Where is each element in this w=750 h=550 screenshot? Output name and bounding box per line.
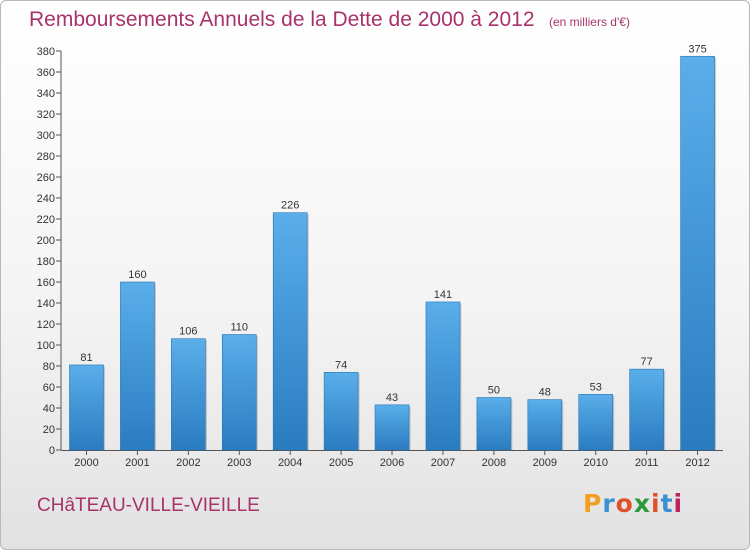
bar [323,371,359,451]
bar [171,338,206,451]
bar [272,212,308,451]
bar [374,404,410,451]
bar [578,394,614,451]
x-tick-label: 2008 [482,457,506,469]
bar-value-label: 77 [641,356,653,368]
y-tick-label: 300 [37,130,55,142]
x-tick-label: 2004 [278,457,302,469]
bar [425,301,461,451]
x-tick-label: 2001 [125,457,149,469]
y-tick-label: 240 [37,193,55,205]
bar [69,364,104,451]
y-ticks: 0 20 40 60 80 100 120 140 160 180 200 220 240 260 280 3… [37,46,61,457]
x-tick-label: 2006 [380,457,404,469]
chart-title: Remboursements Annuels de la Dette de 20… [29,8,630,32]
bars: 81 160 106 110 226 74 43 141 50 48 53 77 375 [69,43,717,451]
bar-value-label: 53 [590,381,602,393]
x-tick-label: 2002 [176,457,200,469]
bar-value-label: 226 [281,200,299,212]
x-tick-label: 2011 [635,457,659,469]
x-tick-label: 2009 [533,457,557,469]
x-tick-label: 2005 [329,457,353,469]
bar [527,399,563,451]
y-tick-label: 200 [37,235,55,247]
y-tick-label: 20 [43,424,55,436]
bar-value-label: 50 [488,385,500,397]
y-tick-label: 160 [37,277,55,289]
y-tick-label: 140 [37,298,55,310]
y-tick-label: 60 [43,382,55,394]
logo-letter: r [602,489,616,518]
chart-title-text: Remboursements Annuels de la Dette de 20… [29,8,535,31]
chart-unit: (en milliers d'€) [548,15,630,29]
bar-value-label: 106 [179,326,197,338]
y-tick-label: 180 [37,256,55,268]
y-tick-label: 100 [37,340,55,352]
bar-value-label: 81 [80,352,92,364]
y-tick-label: 40 [43,403,55,415]
place-name: CHâTEAU-VILLE-VIEILLE [37,495,260,516]
y-tick-label: 280 [37,151,55,163]
x-tick-label: 2003 [227,457,251,469]
bar [680,55,715,451]
x-tick-label: 2000 [74,457,98,469]
bar [476,397,512,451]
y-tick-label: 340 [37,88,55,100]
y-tick-label: 360 [37,67,55,79]
logo-letter: t [660,489,674,518]
bar-value-label: 375 [688,43,706,55]
x-ticks: 2000 2001 2002 2003 2004 2005 2006 2007 2008 2009… [74,450,710,469]
proxiti-logo[interactable]: Proxiti [583,489,683,518]
bar [120,281,155,451]
bar [221,334,257,451]
y-tick-label: 0 [49,445,55,457]
y-tick-label: 380 [37,46,55,58]
bar-value-label: 110 [230,322,248,334]
x-tick-label: 2007 [431,457,455,469]
bar-value-label: 43 [386,392,398,404]
bar-value-label: 48 [539,387,551,399]
y-tick-label: 220 [37,214,55,226]
x-tick-label: 2012 [685,457,709,469]
bar-value-label: 160 [128,269,146,281]
y-tick-label: 320 [37,109,55,121]
logo-letter: P [583,489,603,518]
logo-letter: i [673,489,684,518]
bar-value-label: 74 [335,359,347,371]
x-tick-label: 2010 [583,457,607,469]
y-tick-label: 80 [43,361,55,373]
logo-letter: o [615,489,634,518]
logo-letter: x [633,489,651,518]
y-tick-label: 120 [37,319,55,331]
logo-letter: i [651,489,661,518]
y-tick-label: 260 [37,172,55,184]
bar-value-label: 141 [434,289,452,301]
bar [629,368,664,451]
